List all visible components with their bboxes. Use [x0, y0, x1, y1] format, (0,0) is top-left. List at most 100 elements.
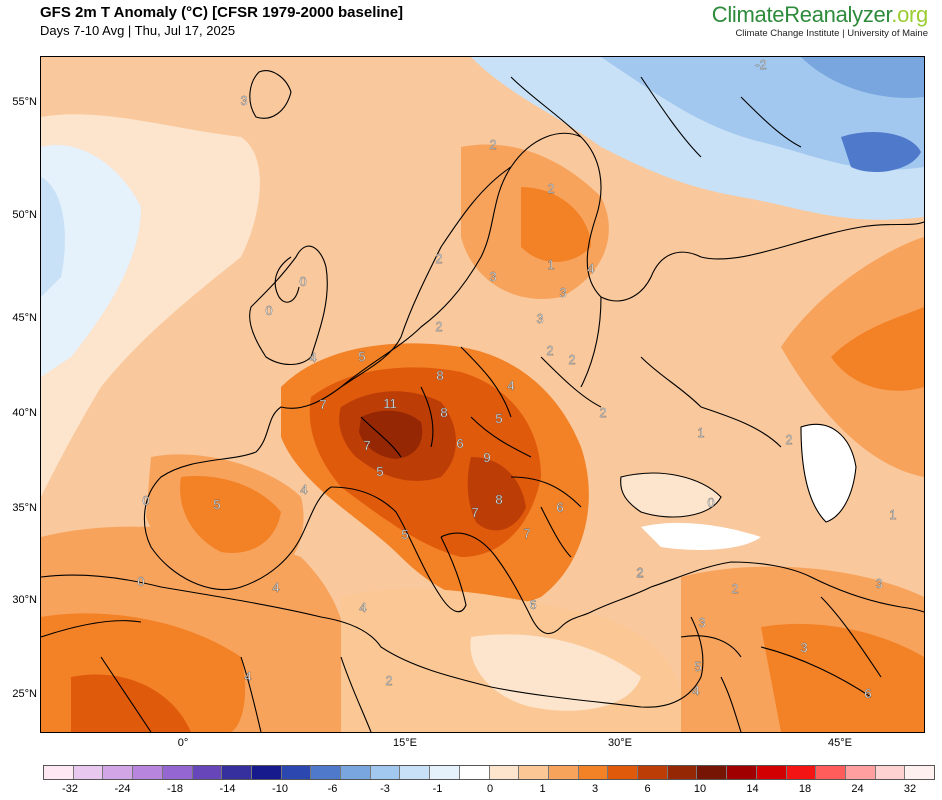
colorbar-swatch	[786, 766, 817, 779]
contour-label: 2	[435, 319, 442, 334]
lat-label: 35°N	[12, 502, 37, 514]
contour-label: 0	[299, 274, 306, 289]
colorbar-label: 14	[746, 783, 759, 795]
contour-label: 4	[692, 683, 699, 698]
colorbar-swatch	[816, 766, 846, 779]
contour-label: 6	[864, 686, 871, 701]
colorbar-label: -24	[114, 783, 131, 795]
contour-label: 2	[568, 352, 575, 367]
colorbar-swatch	[459, 766, 490, 779]
contour-label: -2	[755, 57, 767, 72]
colorbar-label: -14	[219, 783, 236, 795]
contour-label: 5	[495, 411, 502, 426]
colorbar-swatch	[845, 766, 876, 779]
colorbar-label: 3	[591, 783, 599, 795]
contour-label: 7	[363, 438, 370, 453]
contour-label: 5	[358, 349, 365, 364]
contour-label: 7	[471, 505, 478, 520]
map-title: GFS 2m T Anomaly (°C) [CFSR 1979-2000 ba…	[40, 4, 404, 21]
contour-label: 4	[272, 580, 279, 595]
contour-labels: 3 -2 2 2 1 4 2 3 3 0 0 2 2 3 2 4 5 8 4 7…	[137, 57, 897, 701]
colorbar-label: -18	[167, 783, 183, 795]
colorbar-swatch	[311, 766, 342, 779]
brand-name: ClimateReanalyzer	[711, 2, 892, 27]
contour-label: 2	[636, 565, 643, 580]
contour-label: 9	[483, 450, 490, 465]
contour-label: 5	[401, 527, 408, 542]
contour-label: 5	[694, 659, 701, 674]
contour-label: 6	[456, 436, 463, 451]
anomaly-map: 3 -2 2 2 1 4 2 3 3 0 0 2 2 3 2 4 5 8 4 7…	[40, 56, 925, 733]
contour-label: 6	[556, 500, 563, 515]
lat-label: 25°N	[12, 688, 37, 700]
colorbar-label: -6	[327, 783, 338, 795]
contour-label: 4	[309, 350, 316, 365]
colorbar-swatch	[44, 766, 74, 779]
colorbar-label: 24	[851, 783, 864, 795]
colorbar-swatch	[162, 766, 193, 779]
lat-label: 50°N	[12, 209, 37, 221]
lon-label: 45°E	[828, 737, 852, 749]
colorbar-label: 0	[486, 783, 494, 795]
lon-label: 30°E	[608, 737, 632, 749]
colorbar-swatch	[489, 766, 520, 779]
contour-label: 0	[142, 493, 149, 508]
contour-label: 0	[137, 574, 144, 589]
contour-label: 1	[889, 507, 896, 522]
colorbar-label: 6	[644, 783, 651, 795]
brand-tld: .org	[891, 2, 928, 27]
contour-label: 3	[875, 576, 882, 591]
contour-label: 8	[440, 405, 447, 420]
colorbar-swatch	[875, 766, 906, 779]
contour-label: 2	[731, 581, 738, 596]
colorbar-swatch	[370, 766, 401, 779]
colorbar-label: 18	[798, 783, 812, 795]
colorbar-swatch	[638, 766, 668, 779]
contour-label: 3	[489, 269, 496, 284]
contour-label: 1	[697, 425, 704, 440]
lat-label: 30°N	[12, 594, 37, 606]
colorbar-swatch	[905, 766, 935, 779]
brand-logo[interactable]: ClimateReanalyzer.org	[711, 2, 929, 28]
colorbar-swatch	[727, 766, 757, 779]
colorbar-swatch	[192, 766, 223, 779]
contour-label: 3	[536, 311, 543, 326]
contour-label: 8	[436, 368, 443, 383]
colorbar-swatch	[578, 766, 609, 779]
colorbar-swatch	[341, 766, 371, 779]
contour-label: 7	[523, 526, 530, 541]
colorbar-swatch	[756, 766, 787, 779]
colorbar-label: -1	[432, 783, 443, 795]
contour-label: 6	[529, 597, 536, 612]
lat-label: 45°N	[12, 312, 37, 324]
colorbar-swatch	[222, 766, 252, 779]
colorbar-label: 1	[539, 783, 546, 795]
lat-label: 40°N	[12, 407, 37, 419]
colorbar-swatch	[548, 766, 579, 779]
contour-label: 8	[495, 492, 502, 507]
colorbar-swatch	[73, 766, 104, 779]
colorbar-label: -32	[62, 783, 78, 795]
colorbar-label: 10	[693, 783, 707, 795]
colorbar-swatch	[133, 766, 163, 779]
colorbar-swatch	[400, 766, 431, 779]
lon-label: 0°	[177, 737, 189, 749]
contour-label: 2	[489, 137, 496, 152]
contour-label: 4	[244, 669, 251, 684]
contour-label: 4	[587, 261, 594, 276]
lon-label: 15°E	[393, 737, 417, 749]
contour-label: 0	[265, 303, 272, 318]
colorbar-swatch	[430, 766, 460, 779]
contour-label: 2	[636, 565, 643, 580]
colorbar-swatch	[519, 766, 549, 779]
contour-label: 1	[547, 257, 554, 272]
contour-label: 2	[546, 343, 553, 358]
colorbar-label: 32	[903, 783, 917, 795]
contour-label: 4	[359, 600, 366, 615]
contour-label: 2	[785, 432, 792, 447]
contour-label: 2	[435, 251, 442, 266]
contour-label: 4	[300, 482, 307, 497]
contour-label: 3	[240, 93, 247, 108]
colorbar	[43, 765, 935, 780]
contour-label: 3	[559, 285, 566, 300]
